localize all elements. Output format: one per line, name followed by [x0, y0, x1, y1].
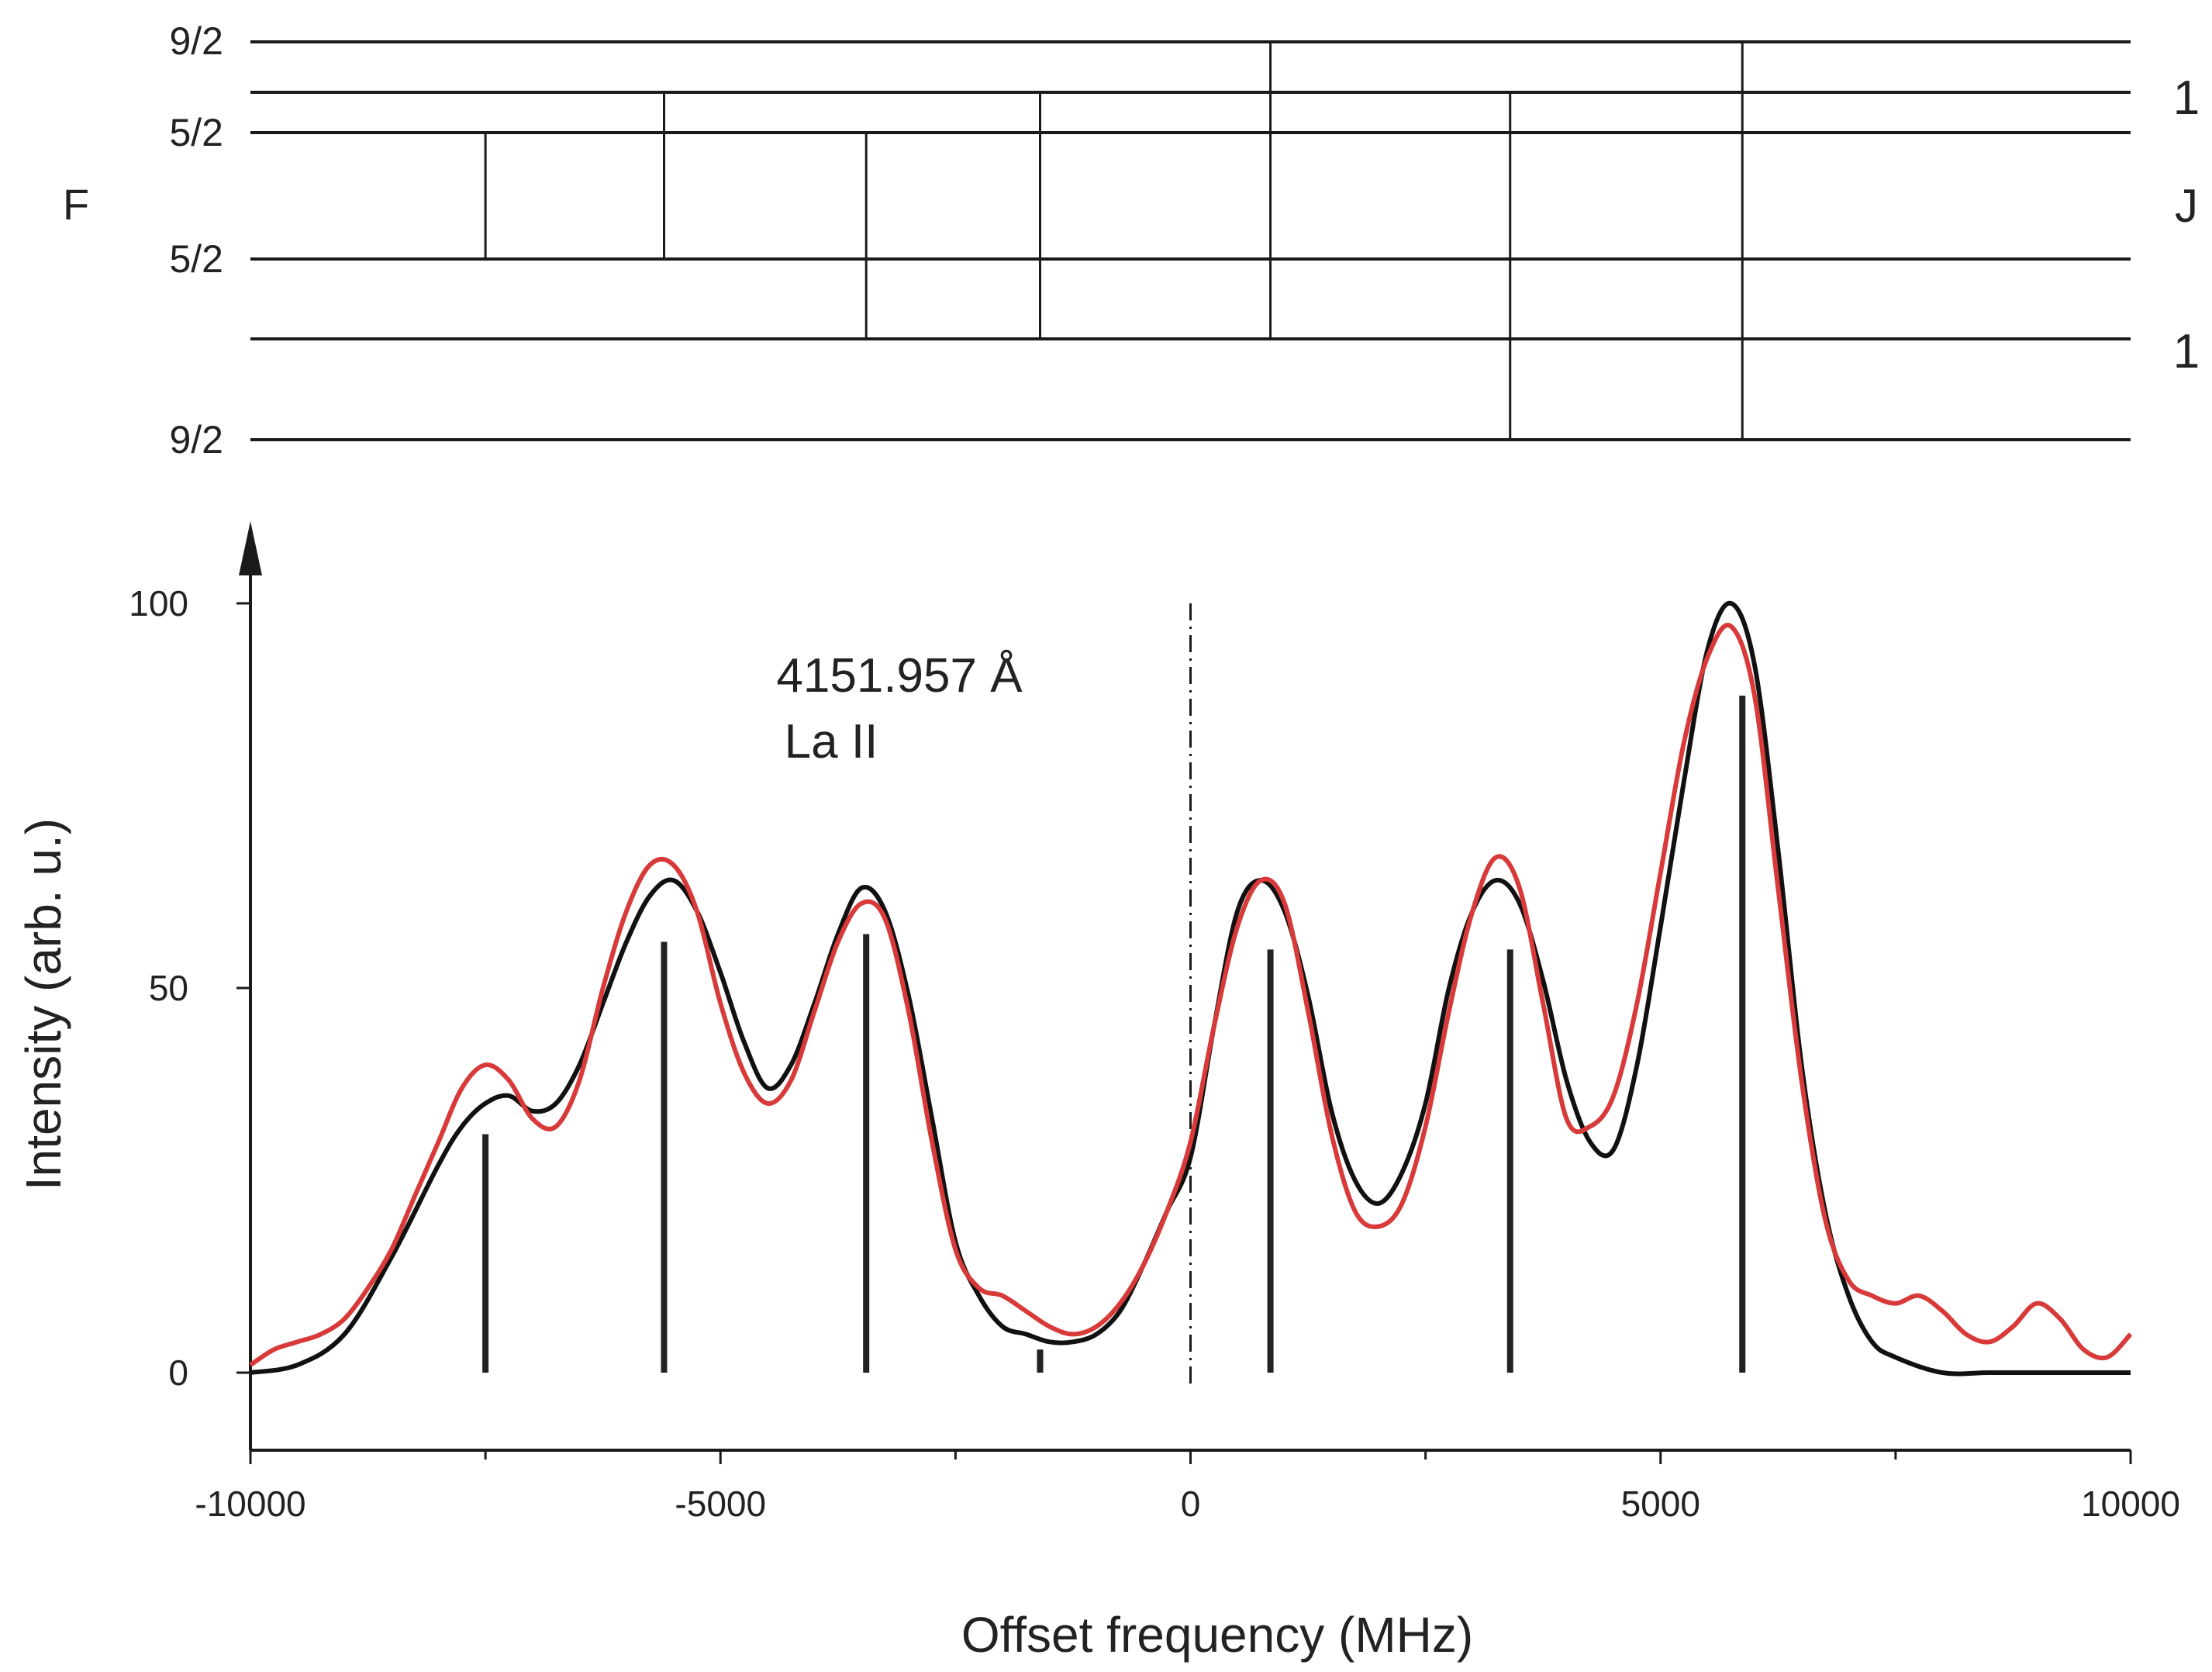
- level-label-lower-bottom: 9/2: [169, 418, 223, 461]
- lower-j-value: 1: [2173, 325, 2200, 378]
- j-axis-title: J: [2175, 180, 2198, 232]
- level-label-upper-top: 9/2: [169, 19, 223, 63]
- y-tick-label: 0: [168, 1352, 188, 1393]
- y-ticks: 0 50 100: [129, 583, 250, 1393]
- x-tick-label: 10000: [2081, 1484, 2180, 1524]
- level-label-lower-top: 5/2: [169, 237, 223, 281]
- y-tick-label: 100: [129, 583, 188, 624]
- energy-level-diagram: [250, 40, 2131, 441]
- spectrum-series: [249, 600, 2133, 1377]
- x-tick-label: -5000: [675, 1484, 766, 1524]
- f-axis-title: F: [63, 180, 89, 229]
- measured-curve: [249, 623, 2133, 1367]
- x-tick-label: 0: [1181, 1484, 1201, 1524]
- level-label-upper-bottom: 5/2: [169, 111, 223, 154]
- annotation-species: La II: [785, 715, 878, 769]
- x-axis-label: Offset frequency (MHz): [961, 1607, 1473, 1663]
- transition-lines: [484, 42, 1744, 440]
- annotation-wavelength: 4151.957 Å: [776, 649, 1023, 703]
- x-tick-label: 5000: [1621, 1484, 1700, 1524]
- y-axis-arrowhead: [239, 521, 262, 575]
- y-tick-label: 50: [149, 968, 188, 1008]
- stick-spectrum: [482, 696, 1746, 1373]
- x-ticks: -10000 -5000 0 5000 10000: [195, 1450, 2180, 1524]
- x-tick-label: -10000: [195, 1484, 305, 1524]
- y-axis-label: Intensity (arb. u.): [16, 818, 71, 1190]
- upper-j-value: 1: [2173, 71, 2200, 125]
